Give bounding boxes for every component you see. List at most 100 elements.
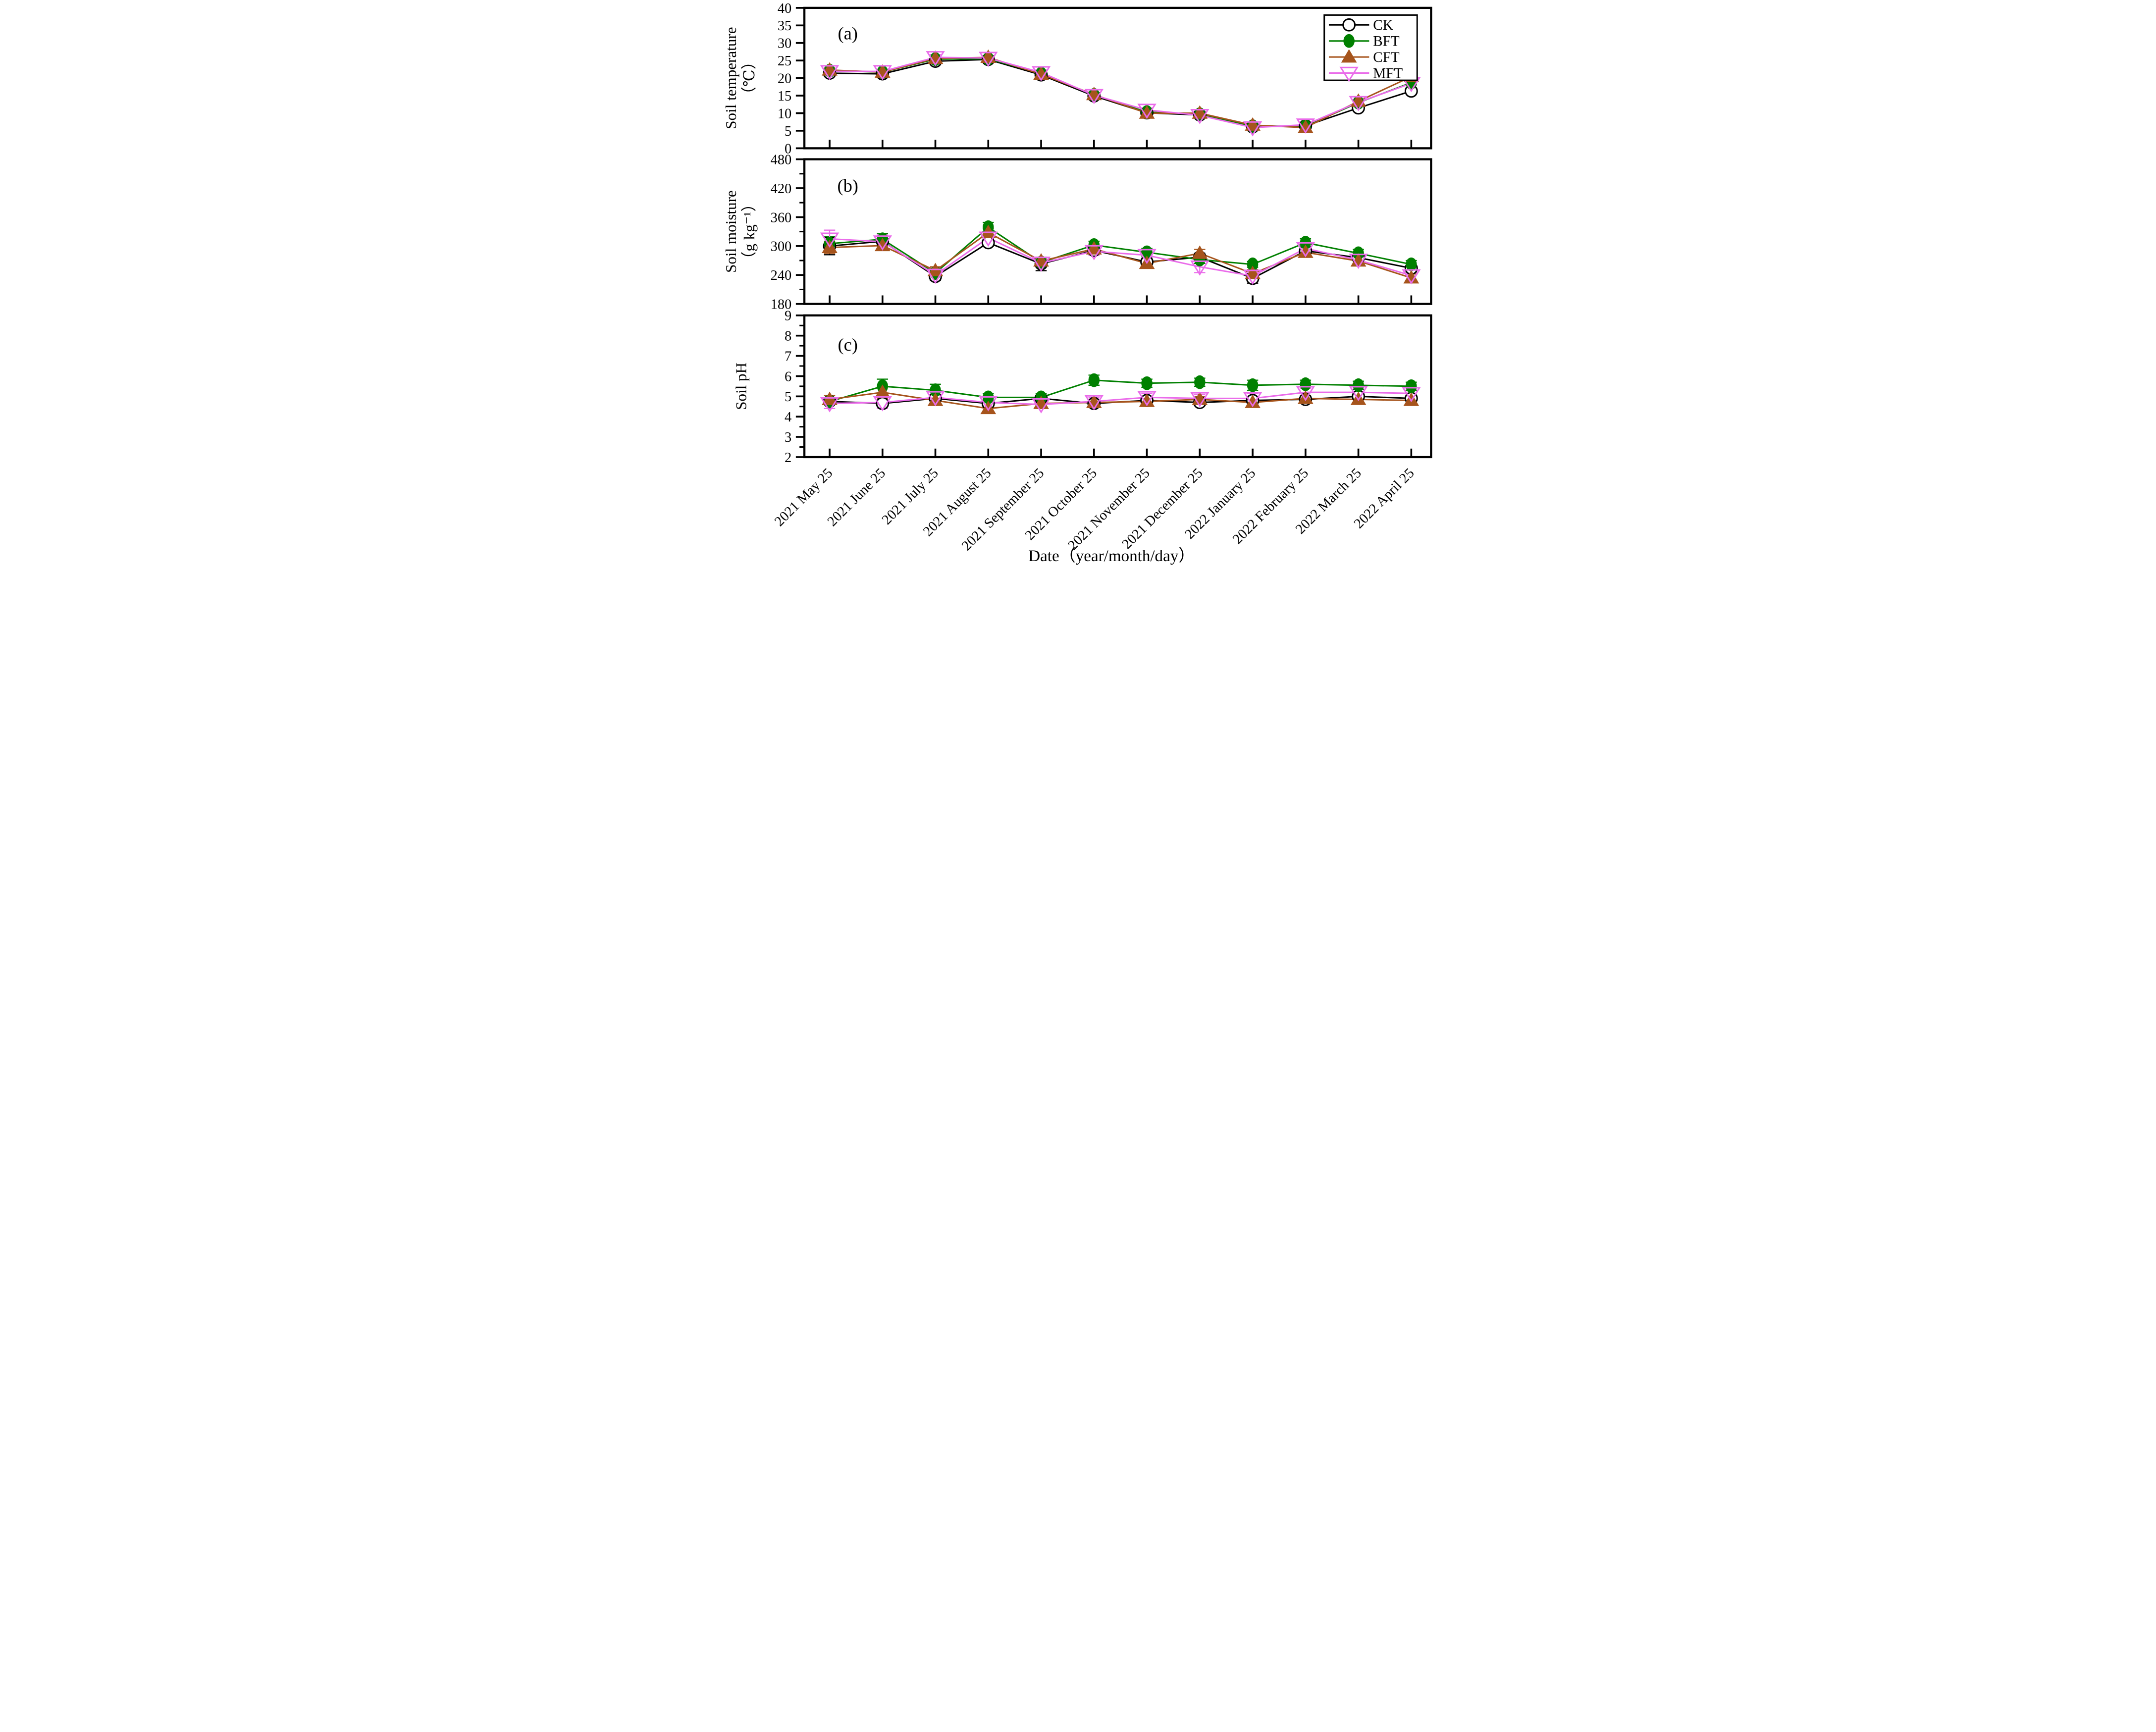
- y-tick-label: 300: [770, 239, 791, 255]
- marker-open-triangle-down: [1243, 269, 1262, 285]
- series-line-BFT: [829, 226, 1412, 274]
- legend-label-CK: CK: [1373, 17, 1393, 33]
- marker-open-triangle-down: [873, 235, 892, 251]
- marker-open-triangle-down: [1137, 249, 1157, 264]
- marker-open-triangle-down: [1296, 242, 1315, 258]
- marker-filled-triangle-up: [1341, 49, 1357, 63]
- y-axis-title: Soil moisture: [722, 190, 739, 273]
- marker-open-triangle-down: [1339, 66, 1359, 82]
- series-markers-MFT: [820, 51, 1421, 137]
- y-tick-label: 3: [785, 430, 791, 445]
- series-markers-MFT: [820, 231, 1421, 285]
- marker-open-triangle-down: [925, 51, 945, 66]
- series-line-CFT: [829, 391, 1411, 410]
- marker-open-triangle-down: [1348, 96, 1368, 111]
- y-axis-title: Soil pH: [732, 363, 749, 410]
- marker-open-triangle-down: [925, 268, 945, 284]
- y-tick-label: 6: [785, 369, 791, 384]
- y-tick-label: 35: [777, 18, 791, 34]
- marker-filled-triangle-up: [874, 384, 891, 398]
- marker-filled-triangle-up: [1244, 394, 1261, 408]
- y-tick-label: 30: [777, 36, 791, 52]
- figure-canvas: 0 5 10 15 20 25 30 35 40 (a) Soil temperature （℃） 18…: [721, 0, 1435, 573]
- marker-filled-circle: [1141, 376, 1153, 390]
- marker-filled-triangle-up: [1403, 392, 1419, 406]
- y-tick-label: 8: [785, 329, 791, 344]
- marker-filled-triangle-up: [1297, 119, 1314, 133]
- x-axis-title: Date（year/month/day）: [1028, 547, 1195, 565]
- marker-open-triangle-down: [1190, 109, 1209, 124]
- y-tick-label: 180: [770, 297, 791, 313]
- marker-open-triangle-down: [1084, 395, 1104, 411]
- y-tick-label: 2: [785, 450, 791, 466]
- marker-filled-triangle-up: [1139, 393, 1155, 407]
- marker-filled-triangle-up: [1086, 241, 1102, 255]
- marker-open-triangle-down: [1190, 260, 1209, 276]
- marker-open-triangle-down: [1031, 66, 1051, 82]
- marker-filled-circle: [1405, 379, 1417, 393]
- series-line-MFT: [829, 56, 1412, 129]
- panel-label: (b): [837, 176, 858, 196]
- series-markers-BFT: [824, 373, 1417, 409]
- y-axis-title: Soil temperature: [722, 27, 739, 129]
- marker-open-triangle-down: [1190, 392, 1209, 408]
- panel-b: 180 240 300 360 420 480 (b) Soil moisture （g kg⁻…: [722, 152, 1432, 313]
- marker-open-triangle-down: [820, 397, 839, 413]
- marker-open-triangle-down: [1137, 104, 1157, 119]
- marker-filled-triangle-up: [874, 237, 891, 252]
- marker-filled-circle: [1343, 34, 1355, 48]
- marker-filled-triangle-up: [1033, 66, 1049, 80]
- marker-filled-triangle-up: [927, 51, 943, 64]
- marker-open-triangle-down: [1348, 386, 1368, 402]
- marker-open-triangle-down: [820, 65, 839, 81]
- marker-filled-circle: [1088, 373, 1100, 387]
- marker-open-triangle-down: [1243, 121, 1262, 137]
- axis-box: [803, 158, 1432, 305]
- series-line-MFT: [829, 391, 1411, 406]
- panel-c: 2 3 4 5 6 7 8 9 (c) Soil pH: [732, 309, 1432, 466]
- y-axis-title: （g kg⁻¹）: [740, 196, 758, 266]
- marker-open-triangle-down: [1084, 245, 1104, 261]
- series-MFT: [824, 229, 1417, 281]
- marker-filled-triangle-up: [1244, 265, 1261, 279]
- marker-open-triangle-down: [1401, 269, 1421, 285]
- marker-open-triangle-down: [1084, 89, 1104, 105]
- marker-filled-triangle-up: [1139, 105, 1155, 119]
- marker-filled-triangle-up: [1350, 253, 1366, 267]
- y-tick-label: 360: [770, 210, 791, 225]
- marker-open-triangle-down: [1031, 257, 1051, 272]
- marker-open-triangle-down: [1348, 254, 1368, 269]
- marker-filled-circle: [1247, 378, 1258, 392]
- y-tick-label: 480: [770, 152, 791, 167]
- y-tick-label: 0: [785, 141, 791, 157]
- y-tick-label: 40: [777, 1, 791, 16]
- marker-filled-triangle-up: [980, 224, 996, 238]
- marker-filled-circle: [1141, 245, 1153, 260]
- legend-box: [1323, 14, 1418, 81]
- marker-filled-circle: [1247, 257, 1258, 271]
- y-axis-title: （℃）: [740, 54, 758, 102]
- y-tick-label: 5: [785, 124, 791, 139]
- marker-open-triangle-down: [873, 396, 892, 412]
- marker-open-triangle-down: [1137, 391, 1157, 407]
- marker-filled-triangle-up: [874, 64, 891, 78]
- series-markers-MFT: [820, 386, 1421, 414]
- y-tick-label: 20: [777, 71, 791, 87]
- marker-filled-circle: [929, 383, 941, 397]
- y-tick-label: 7: [785, 349, 791, 364]
- marker-open-triangle-down: [1401, 387, 1421, 403]
- y-tick-label: 420: [770, 181, 791, 197]
- marker-open-circle: [1342, 18, 1356, 32]
- marker-open-triangle-down: [873, 65, 892, 81]
- marker-filled-circle: [1300, 377, 1311, 391]
- marker-open-triangle-down: [1296, 118, 1315, 134]
- legend-label-MFT: MFT: [1373, 65, 1403, 81]
- marker-open-triangle-down: [1296, 386, 1315, 402]
- series-line-CFT: [829, 56, 1412, 129]
- marker-filled-triangle-up: [1403, 270, 1419, 284]
- marker-filled-circle: [1352, 378, 1364, 392]
- y-tick-label: 15: [777, 89, 791, 104]
